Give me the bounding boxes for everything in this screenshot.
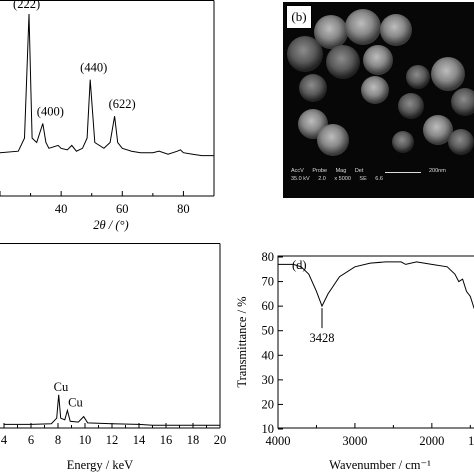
eds-x-tick-label: 14 — [133, 433, 146, 447]
ftir-x-tick-label: 2000 — [419, 434, 444, 448]
panel-label: (b) — [286, 5, 312, 29]
sem-info-header: Mag — [335, 168, 347, 174]
scale-bar-label: 200nm — [429, 168, 446, 174]
xrd-x-tick-label: 60 — [116, 202, 129, 216]
eds-x-tick-label: 8 — [55, 433, 61, 447]
ftir-x-tick-label: 4000 — [266, 434, 291, 448]
xrd-x-tick-label: 40 — [55, 202, 68, 216]
sem-info-bar: AccV Probe Mag Det 35.0 kV 2.0 x 5000 SE… — [291, 167, 390, 183]
scale-bar-line — [385, 172, 421, 173]
ftir-y-tick-label: 80 — [262, 250, 275, 264]
eds-panel: Cu Cu 4 6 8 10 12 14 16 18 20 Energy / keV — [0, 243, 226, 472]
sem-scale-bar: 200nm — [381, 168, 471, 178]
eds-x-tick-label: 18 — [187, 433, 200, 447]
xrd-peak-label: (222) — [13, 0, 40, 11]
eds-peak-label: Cu — [68, 395, 83, 409]
eds-x-tick-label: 6 — [28, 433, 34, 447]
ftir-edge-label: 1 — [468, 434, 474, 448]
xrd-peak-label: (622) — [109, 97, 136, 111]
xrd-x-tick-label: 80 — [177, 202, 190, 216]
panel-label: (d) — [292, 258, 307, 272]
sem-info-value: 2.0 — [318, 176, 326, 182]
ftir-y-tick-labels: 80 70 60 50 40 30 20 10 — [262, 250, 275, 436]
ftir-y-tick-label: 40 — [262, 348, 275, 362]
ftir-y-tick-label: 50 — [262, 324, 275, 338]
ftir-x-tick-labels: 4000 3000 2000 — [266, 434, 445, 448]
eds-x-tick-label: 16 — [160, 433, 173, 447]
eds-x-tick-label: 12 — [106, 433, 119, 447]
sem-info-value: 6.6 — [375, 176, 383, 182]
sem-info-value: SE — [359, 176, 367, 182]
xrd-x-axis-label: 2θ / (°) — [93, 218, 128, 232]
ftir-x-axis-label: Wavenumber / cm⁻¹ — [329, 458, 431, 472]
ftir-ticks — [277, 256, 471, 430]
sem-micrograph — [283, 2, 474, 198]
eds-x-tick-label: 4 — [1, 433, 8, 447]
xrd-panel: (222) (400) (440) (622) 40 60 80 2θ / (°… — [0, 0, 215, 232]
ftir-peak-label: 3428 — [310, 331, 335, 345]
ftir-y-axis-label: Transmittance / % — [235, 296, 249, 387]
sem-info-header: Det — [354, 168, 364, 174]
eds-x-tick-label: 10 — [79, 433, 92, 447]
ftir-y-tick-label: 60 — [262, 299, 275, 313]
ftir-frame — [277, 255, 474, 429]
sem-info-value: 35.0 kV — [291, 176, 310, 182]
sem-info-header: AccV — [291, 168, 304, 174]
eds-series-line — [4, 394, 220, 426]
sem-info-value: x 5000 — [334, 176, 351, 182]
sem-image: (b) AccV Probe Mag Det 35.0 kV 2.0 x 500… — [283, 2, 474, 198]
xrd-ticks — [0, 191, 215, 196]
eds-x-tick-labels: 4 6 8 10 12 14 16 18 20 — [1, 433, 226, 447]
xrd-series-line — [0, 13, 214, 157]
ftir-y-tick-label: 20 — [262, 397, 275, 411]
eds-peak-label: Cu — [54, 380, 69, 394]
ftir-y-tick-label: 10 — [262, 422, 275, 436]
ftir-y-tick-label: 70 — [262, 275, 275, 289]
xrd-peak-label: (400) — [37, 105, 64, 119]
eds-x-axis-label: Energy / keV — [67, 458, 133, 472]
ftir-series-line — [278, 261, 474, 309]
eds-x-tick-label: 20 — [214, 433, 227, 447]
ftir-panel: 3428 (d) 1 80 70 60 50 40 30 20 10 4000 3000 2000… — [235, 250, 474, 472]
ftir-y-tick-label: 30 — [262, 373, 275, 387]
sem-info-header: Probe — [312, 168, 328, 174]
xrd-peak-label: (440) — [80, 61, 107, 75]
ftir-x-tick-label: 3000 — [342, 434, 367, 448]
